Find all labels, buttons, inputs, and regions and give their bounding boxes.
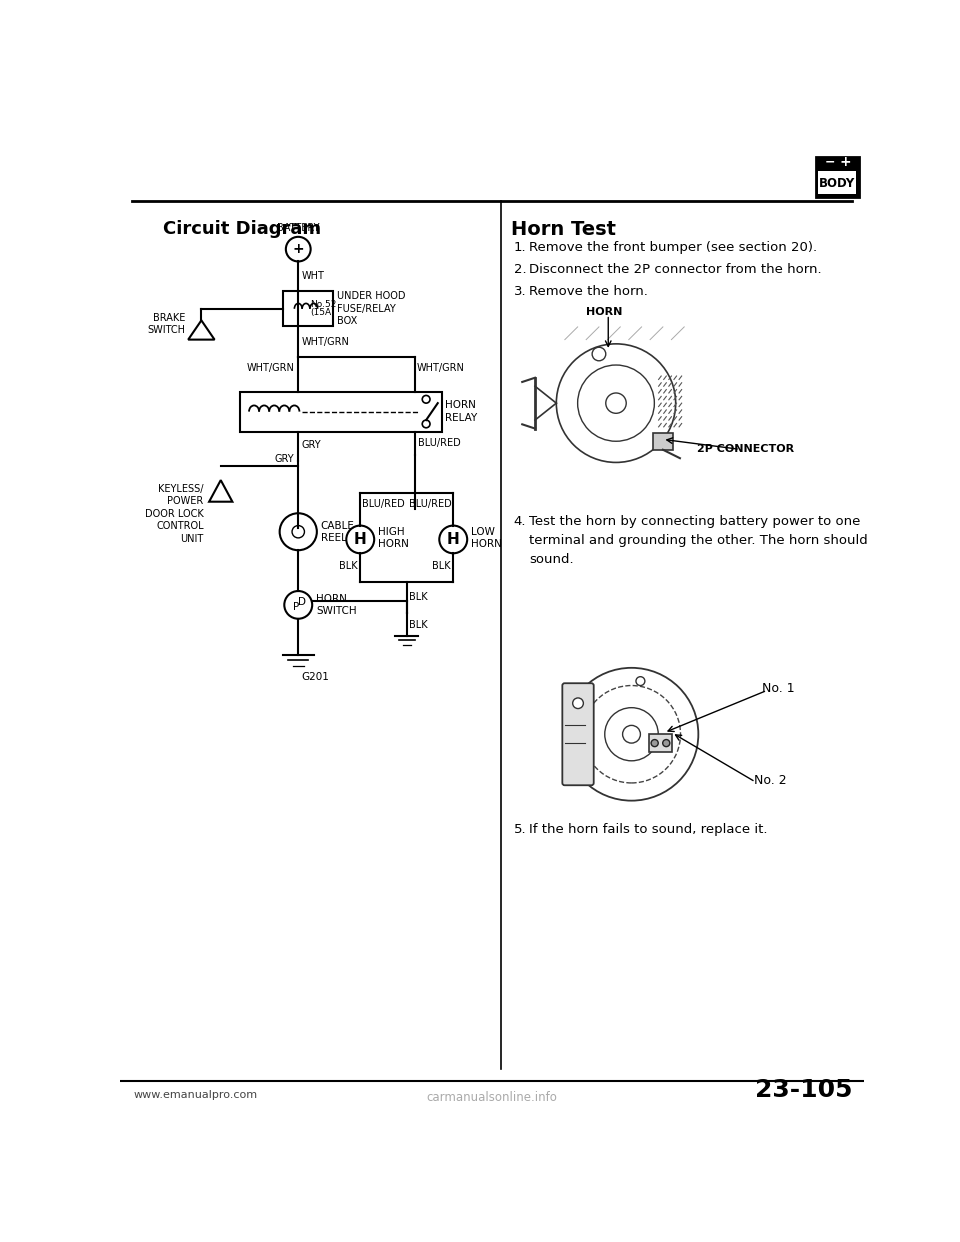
- Circle shape: [662, 739, 670, 746]
- Text: KEYLESS/
POWER
DOOR LOCK
CONTROL
UNIT: KEYLESS/ POWER DOOR LOCK CONTROL UNIT: [145, 484, 204, 544]
- Text: BRAKE
SWITCH: BRAKE SWITCH: [148, 313, 186, 335]
- Text: BLK: BLK: [409, 620, 428, 630]
- Circle shape: [651, 739, 659, 746]
- Text: BODY: BODY: [819, 176, 855, 190]
- Text: BLU/RED: BLU/RED: [409, 499, 452, 509]
- Text: 3.: 3.: [514, 284, 526, 298]
- Bar: [818, 171, 856, 195]
- Circle shape: [573, 698, 584, 708]
- Text: HORN: HORN: [587, 307, 623, 317]
- Text: No. 2: No. 2: [754, 774, 786, 787]
- Text: LOW
HORN: LOW HORN: [471, 527, 502, 549]
- Text: WHT: WHT: [301, 271, 324, 281]
- Text: Circuit Diagram: Circuit Diagram: [162, 220, 321, 238]
- Text: If the horn fails to sound, replace it.: If the horn fails to sound, replace it.: [529, 822, 768, 836]
- Text: HORN
RELAY: HORN RELAY: [445, 400, 478, 422]
- Text: www.emanualpro.com: www.emanualpro.com: [134, 1089, 258, 1099]
- Text: HORN
SWITCH: HORN SWITCH: [316, 594, 357, 616]
- Text: 2P CONNECTOR: 2P CONNECTOR: [697, 445, 794, 455]
- Text: GRY: GRY: [301, 441, 321, 451]
- Text: BATTERY: BATTERY: [277, 224, 320, 233]
- Bar: [240, 391, 442, 432]
- Text: BLK: BLK: [432, 561, 451, 571]
- Text: +: +: [840, 155, 852, 169]
- Text: HIGH
HORN: HIGH HORN: [378, 527, 409, 549]
- Text: carmanualsonline.info: carmanualsonline.info: [426, 1092, 558, 1104]
- Text: H: H: [446, 532, 460, 546]
- Text: (15A): (15A): [310, 308, 335, 317]
- Text: BLK: BLK: [409, 592, 428, 602]
- Text: 1.: 1.: [514, 241, 526, 255]
- Bar: [816, 156, 858, 196]
- Text: 2.: 2.: [514, 263, 526, 276]
- Text: WHT/GRN: WHT/GRN: [301, 337, 349, 347]
- Text: +: +: [293, 242, 304, 256]
- Text: 4.: 4.: [514, 514, 526, 528]
- Text: Remove the front bumper (see section 20).: Remove the front bumper (see section 20)…: [529, 241, 817, 255]
- Text: CABLE
REEL: CABLE REEL: [321, 520, 354, 543]
- Text: No. 1: No. 1: [761, 682, 794, 694]
- FancyBboxPatch shape: [563, 683, 593, 785]
- Bar: [283, 292, 333, 327]
- Text: Remove the horn.: Remove the horn.: [529, 284, 648, 298]
- Text: D: D: [299, 597, 306, 607]
- Text: G201: G201: [301, 672, 329, 682]
- Text: −: −: [825, 155, 835, 169]
- Text: WHT/GRN: WHT/GRN: [247, 363, 295, 373]
- Text: BLU/RED: BLU/RED: [418, 438, 461, 448]
- Text: P: P: [293, 602, 300, 612]
- Text: Horn Test: Horn Test: [512, 220, 616, 238]
- Text: WHT/GRN: WHT/GRN: [417, 363, 465, 373]
- Text: 5.: 5.: [514, 822, 526, 836]
- Text: 23-105: 23-105: [755, 1078, 852, 1102]
- Text: Disconnect the 2P connector from the horn.: Disconnect the 2P connector from the hor…: [529, 263, 822, 276]
- Text: No.52: No.52: [310, 301, 337, 309]
- Text: UNDER HOOD
FUSE/RELAY
BOX: UNDER HOOD FUSE/RELAY BOX: [337, 292, 405, 327]
- Text: BLU/RED: BLU/RED: [362, 499, 404, 509]
- Text: Test the horn by connecting battery power to one
terminal and grounding the othe: Test the horn by connecting battery powe…: [529, 514, 868, 566]
- Text: BLK: BLK: [339, 561, 358, 571]
- Bar: [653, 432, 673, 450]
- Text: H: H: [354, 532, 367, 546]
- Bar: [649, 734, 672, 751]
- Text: GRY: GRY: [275, 455, 295, 465]
